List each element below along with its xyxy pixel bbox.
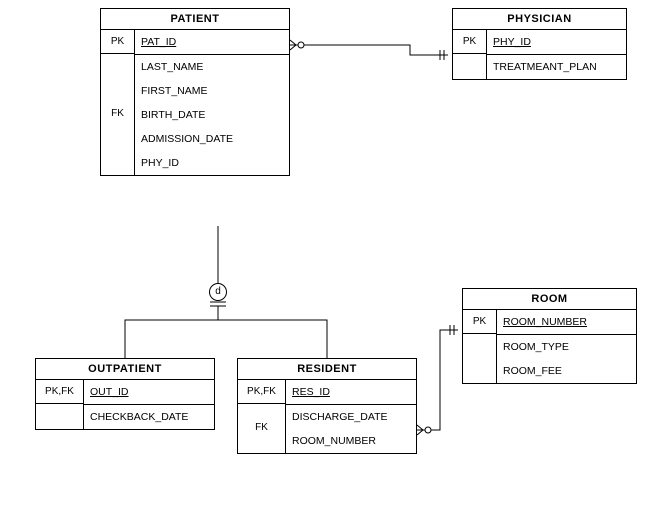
attr-cell: FIRST_NAME xyxy=(135,79,289,103)
key-cell: PK,FK xyxy=(36,380,83,404)
attr-cell: LAST_NAME xyxy=(135,55,289,79)
key-cell: PK,FK xyxy=(238,380,285,404)
disjoint-label: d xyxy=(215,286,221,297)
attr-cell: RES_ID xyxy=(286,380,416,405)
key-cell: PK xyxy=(453,30,486,54)
entity-outpatient: OUTPATIENT PK,FK OUT_ID CHECKBACK_DATE xyxy=(35,358,215,430)
entity-patient: PATIENT PK FK PAT_ID LAST_NAME FIRST_NAM… xyxy=(100,8,290,176)
key-cell xyxy=(463,334,496,346)
key-cell xyxy=(101,66,134,78)
attr-cell: DISCHARGE_DATE xyxy=(286,405,416,429)
rel-resident-room xyxy=(417,325,458,435)
attr-cell: ADMISSION_DATE xyxy=(135,127,289,151)
attr-cell: ROOM_NUMBER xyxy=(497,310,636,335)
entity-resident: RESIDENT PK,FK FK RES_ID DISCHARGE_DATE … xyxy=(237,358,417,454)
attr-cell: OUT_ID xyxy=(84,380,214,405)
key-cell: FK xyxy=(101,102,134,125)
attr-cell: PHY_ID xyxy=(487,30,626,55)
attr-cell: ROOM_NUMBER xyxy=(286,429,416,453)
entity-room-title: ROOM xyxy=(463,289,636,310)
rel-patient-physician xyxy=(290,40,448,60)
key-cell: FK xyxy=(238,416,285,439)
entity-resident-title: RESIDENT xyxy=(238,359,416,380)
key-cell xyxy=(36,404,83,416)
entity-room: ROOM PK ROOM_NUMBER ROOM_TYPE ROOM_FEE xyxy=(462,288,637,384)
entity-physician-title: PHYSICIAN xyxy=(453,9,626,30)
attr-cell: BIRTH_DATE xyxy=(135,103,289,127)
key-cell xyxy=(101,78,134,90)
disjoint-indicator: d xyxy=(209,283,227,301)
key-cell xyxy=(463,346,496,358)
attr-cell: TREATMEANT_PLAN xyxy=(487,55,626,79)
key-cell: PK xyxy=(101,30,134,54)
key-cell xyxy=(101,54,134,66)
entity-patient-title: PATIENT xyxy=(101,9,289,30)
entity-physician: PHYSICIAN PK PHY_ID TREATMEANT_PLAN xyxy=(452,8,627,80)
key-cell xyxy=(238,404,285,416)
attr-cell: ROOM_TYPE xyxy=(497,335,636,359)
attr-cell: PAT_ID xyxy=(135,30,289,55)
key-cell xyxy=(453,54,486,66)
attr-cell: PHY_ID xyxy=(135,151,289,175)
attr-cell: CHECKBACK_DATE xyxy=(84,405,214,429)
key-cell xyxy=(101,90,134,102)
entity-outpatient-title: OUTPATIENT xyxy=(36,359,214,380)
attr-cell: ROOM_FEE xyxy=(497,359,636,383)
key-cell: PK xyxy=(463,310,496,334)
